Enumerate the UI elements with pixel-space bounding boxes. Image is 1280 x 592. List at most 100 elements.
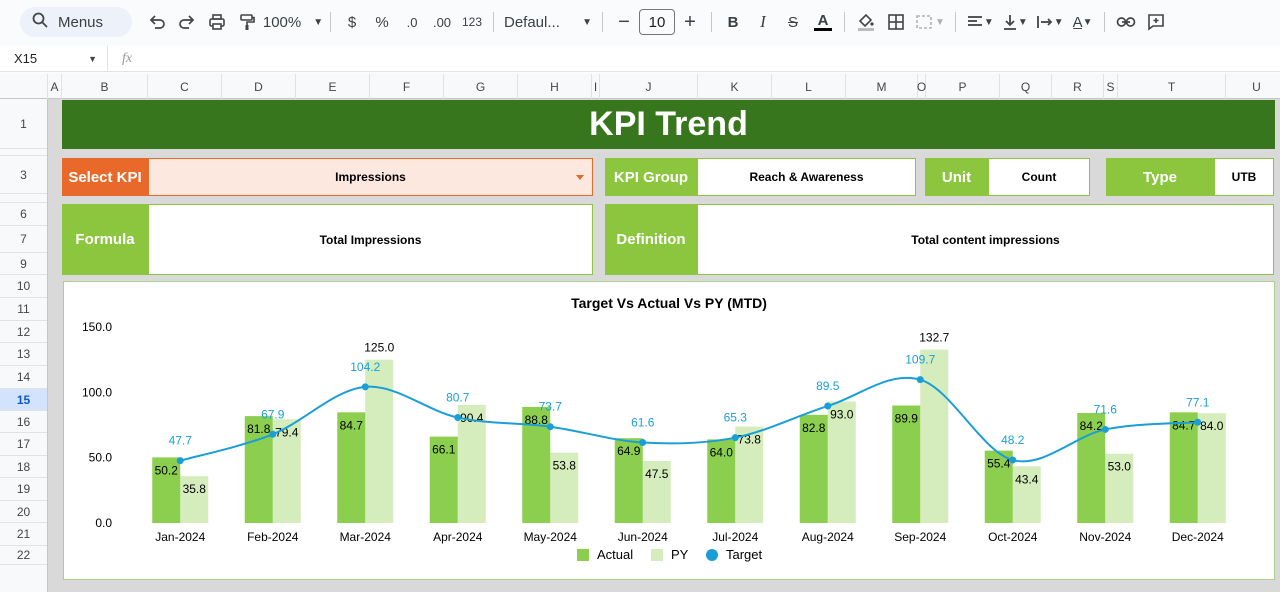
column-header-r[interactable]: R (1052, 74, 1104, 99)
row-header-1[interactable]: 1 (0, 99, 47, 149)
bold-icon[interactable]: B (727, 13, 739, 31)
merge-cells-icon[interactable]: ▼ (911, 7, 949, 37)
row-header-7[interactable]: 7 (0, 226, 47, 253)
italic-icon[interactable]: I (760, 12, 766, 31)
zoom-select[interactable]: 100% ▼ (262, 7, 324, 37)
row-header-16[interactable]: 16 (0, 411, 47, 433)
row-header-10[interactable]: 10 (0, 275, 47, 298)
type-value: UTB (1214, 158, 1274, 196)
fill-color-icon[interactable] (851, 7, 881, 37)
text-rotation-icon[interactable]: A̲ ▼ (1072, 13, 1093, 31)
column-header-m[interactable]: M (846, 74, 918, 99)
actual-bar (892, 405, 921, 523)
legend-py-swatch (651, 549, 663, 561)
actual-data-label: 88.8 (525, 413, 549, 427)
increase-decimal-button[interactable]: .00 (432, 14, 452, 30)
column-header-l[interactable]: L (772, 74, 846, 99)
decrease-decimal-button[interactable]: .0 (406, 14, 418, 30)
target-data-label: 109.7 (905, 353, 935, 367)
target-point (546, 423, 554, 431)
column-header-g[interactable]: G (444, 74, 518, 99)
number-format-button[interactable]: 123 (461, 15, 483, 29)
vertical-align-icon[interactable]: ▼ (998, 7, 1032, 37)
actual-data-label: 66.1 (432, 443, 456, 457)
percent-format-button[interactable]: % (375, 13, 389, 31)
column-header-u[interactable]: U (1226, 74, 1280, 99)
paint-format-icon[interactable] (232, 7, 262, 37)
column-header-d[interactable]: D (222, 74, 296, 99)
select-kpi-label: Select KPI (62, 158, 148, 196)
row-header-18[interactable]: 18 (0, 456, 47, 478)
row-header-15[interactable]: 15 (0, 389, 47, 411)
text-color-icon[interactable]: A (808, 7, 838, 37)
select-kpi-value: Impressions (335, 170, 406, 184)
column-header-c[interactable]: C (148, 74, 222, 99)
increase-font-size-button[interactable]: + (684, 10, 696, 33)
row-header-17[interactable]: 17 (0, 433, 47, 456)
font-size-input[interactable]: 10 (639, 9, 675, 35)
target-data-label: 77.1 (1186, 395, 1210, 409)
row-header-11[interactable]: 11 (0, 298, 47, 321)
actual-bar (244, 416, 273, 523)
decrease-font-size-button[interactable]: − (618, 10, 630, 33)
column-header-t[interactable]: T (1118, 74, 1226, 99)
column-header-j[interactable]: J (600, 74, 698, 99)
text-wrap-icon[interactable]: ▼ (1032, 7, 1068, 37)
x-tick-label: Aug-2024 (802, 530, 854, 544)
kpi-trend-chart[interactable]: Target Vs Actual Vs PY (MTD) 150.0 100.0 50… (63, 281, 1275, 580)
toolbar: Menus 100% ▼ $ % .0 .00 123 Defaul... ▼ … (0, 0, 1280, 44)
column-header-o[interactable]: O (917, 74, 926, 99)
target-point (1009, 456, 1017, 464)
py-bar (365, 359, 394, 523)
strikethrough-icon[interactable]: S (787, 13, 798, 31)
print-icon[interactable] (202, 7, 232, 37)
py-bar (642, 460, 671, 523)
search-icon (32, 12, 48, 32)
row-header-13[interactable]: 13 (0, 343, 47, 366)
column-header-i[interactable]: I (592, 74, 600, 99)
py-data-label: 125.0 (364, 341, 394, 355)
row-header-12[interactable]: 12 (0, 321, 47, 343)
row-header-5[interactable] (0, 194, 47, 203)
row-header-21[interactable]: 21 (0, 523, 47, 546)
row-header-19[interactable]: 19 (0, 478, 47, 501)
actual-data-label: 84.2 (1080, 419, 1104, 433)
column-header-h[interactable]: H (518, 74, 592, 99)
row-header-6[interactable]: 6 (0, 203, 47, 226)
row-header-9[interactable]: 9 (0, 253, 47, 275)
column-header-p[interactable]: P (926, 74, 1000, 99)
redo-icon[interactable] (172, 7, 202, 37)
currency-format-button[interactable]: $ (347, 13, 357, 31)
menus-search[interactable]: Menus (20, 7, 132, 37)
row-header-2[interactable] (0, 149, 47, 156)
actual-data-label: 81.8 (247, 422, 271, 436)
select-kpi-dropdown[interactable]: Impressions (148, 158, 593, 196)
select-all-corner[interactable] (0, 74, 48, 99)
column-header-b[interactable]: B (62, 74, 148, 99)
divider (493, 12, 494, 32)
column-header-s[interactable]: S (1104, 74, 1118, 99)
py-bar (180, 476, 209, 523)
insert-comment-icon[interactable] (1141, 7, 1171, 37)
font-select[interactable]: Defaul... ▼ (500, 7, 596, 37)
align-left-icon[interactable]: ▼ (967, 16, 994, 28)
column-header-e[interactable]: E (296, 74, 370, 99)
target-point (176, 457, 184, 465)
actual-bar (152, 457, 181, 523)
row-header-22[interactable]: 22 (0, 546, 47, 565)
py-bar (1105, 453, 1134, 523)
column-header-q[interactable]: Q (1000, 74, 1052, 99)
formula-input[interactable] (142, 46, 1280, 72)
actual-data-label: 84.7 (1172, 418, 1196, 432)
column-header-k[interactable]: K (698, 74, 772, 99)
row-header-14[interactable]: 14 (0, 366, 47, 389)
insert-link-icon[interactable] (1111, 7, 1141, 37)
row-header-3[interactable]: 3 (0, 156, 47, 194)
dropdown-arrow-icon (576, 175, 584, 180)
row-header-20[interactable]: 20 (0, 501, 47, 523)
column-header-a[interactable]: A (48, 74, 62, 99)
name-box[interactable]: X15 ▼ (0, 45, 108, 72)
borders-icon[interactable] (881, 7, 911, 37)
column-header-f[interactable]: F (370, 74, 444, 99)
undo-icon[interactable] (142, 7, 172, 37)
